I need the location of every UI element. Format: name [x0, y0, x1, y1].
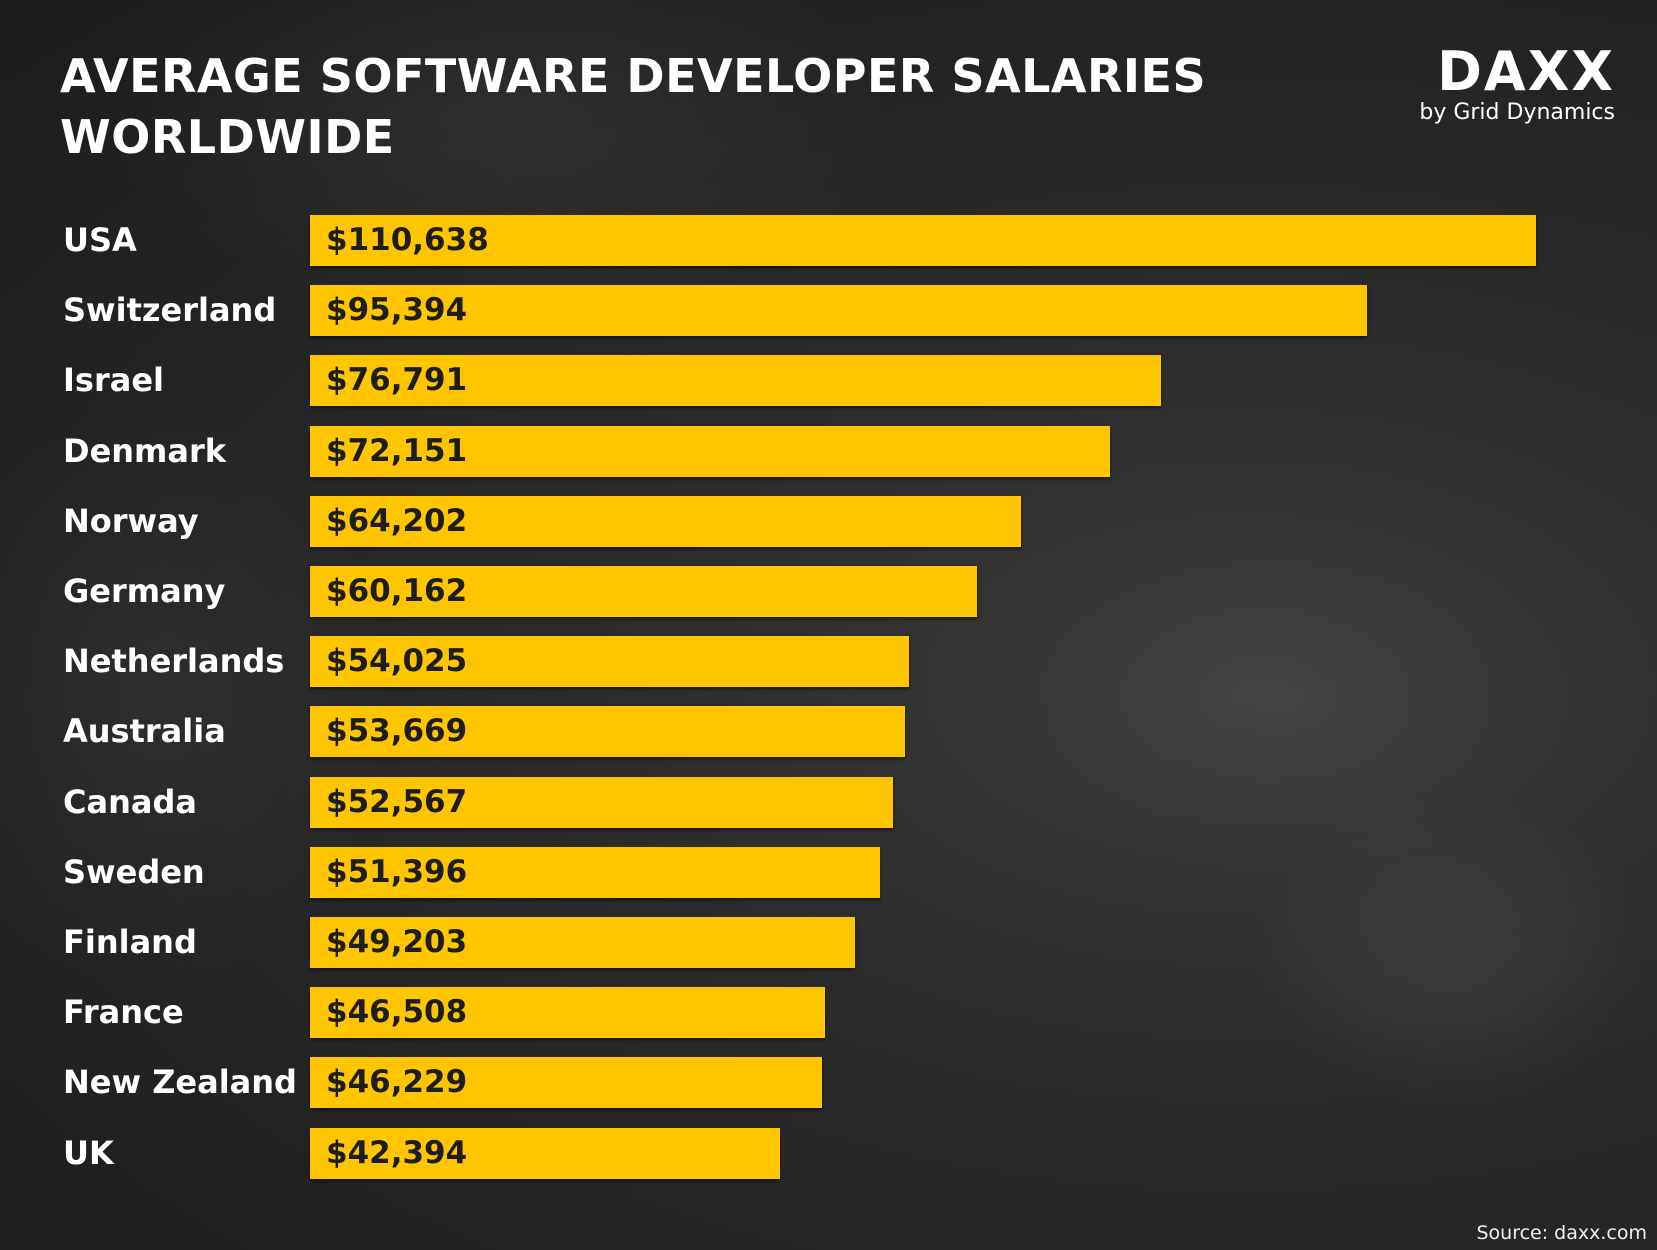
data-label: $46,229	[326, 1064, 468, 1101]
logo-subtitle: by Grid Dynamics	[1419, 100, 1615, 125]
bar-new-zealand: $46,229	[310, 1057, 823, 1109]
category-label: Australia	[63, 712, 226, 751]
bar-uk: $42,394	[310, 1127, 780, 1179]
data-label: $53,669	[326, 713, 468, 750]
data-label: $60,162	[326, 573, 468, 609]
bar-finland: $49,203	[310, 917, 856, 968]
bar-israel: $76,791	[310, 355, 1161, 407]
bar-germany: $60,162	[310, 566, 977, 617]
category-label: Germany	[63, 572, 226, 610]
data-label: $76,791	[326, 362, 468, 399]
bar-canada: $52,567	[310, 776, 893, 828]
title-line-2: WORLDWIDE	[60, 110, 395, 164]
category-label: Finland	[63, 923, 197, 961]
category-label: Switzerland	[63, 291, 277, 330]
data-label: $49,203	[326, 924, 468, 960]
category-label: Canada	[63, 782, 197, 821]
data-label: $110,638	[326, 222, 489, 258]
bar-norway: $64,202	[310, 495, 1022, 547]
chart-title: AVERAGE SOFTWARE DEVELOPER SALARIES WORL…	[60, 46, 1206, 168]
bar-denmark: $72,151	[310, 425, 1110, 477]
bar-australia: $53,669	[310, 706, 905, 758]
bar-usa: $110,638	[310, 215, 1536, 266]
data-label: $72,151	[326, 432, 468, 469]
category-label: UK	[63, 1133, 114, 1172]
source-note: Source: daxx.com	[1476, 1222, 1647, 1244]
data-label: $95,394	[326, 292, 468, 329]
category-label: Israel	[63, 361, 164, 400]
category-label: USA	[63, 221, 137, 259]
category-label: Netherlands	[63, 642, 285, 681]
category-label: France	[63, 993, 184, 1032]
daxx-logo: DAXX by Grid Dynamics	[1419, 44, 1615, 126]
title-line-1: AVERAGE SOFTWARE DEVELOPER SALARIES	[60, 49, 1207, 103]
data-label: $42,394	[326, 1134, 468, 1171]
logo-mark: DAXX	[1437, 40, 1615, 103]
category-label: New Zealand	[63, 1063, 297, 1102]
data-label: $64,202	[326, 502, 468, 539]
bar-sweden: $51,396	[310, 846, 880, 898]
data-label: $51,396	[326, 853, 468, 890]
bar-switzerland: $95,394	[310, 285, 1368, 337]
bar-france: $46,508	[310, 987, 826, 1039]
category-label: Sweden	[63, 852, 205, 891]
data-label: $54,025	[326, 643, 468, 680]
bar-netherlands: $54,025	[310, 636, 909, 688]
data-label: $52,567	[326, 783, 468, 820]
category-label: Norway	[63, 501, 199, 540]
data-label: $46,508	[326, 994, 468, 1031]
category-label: Denmark	[63, 431, 227, 470]
